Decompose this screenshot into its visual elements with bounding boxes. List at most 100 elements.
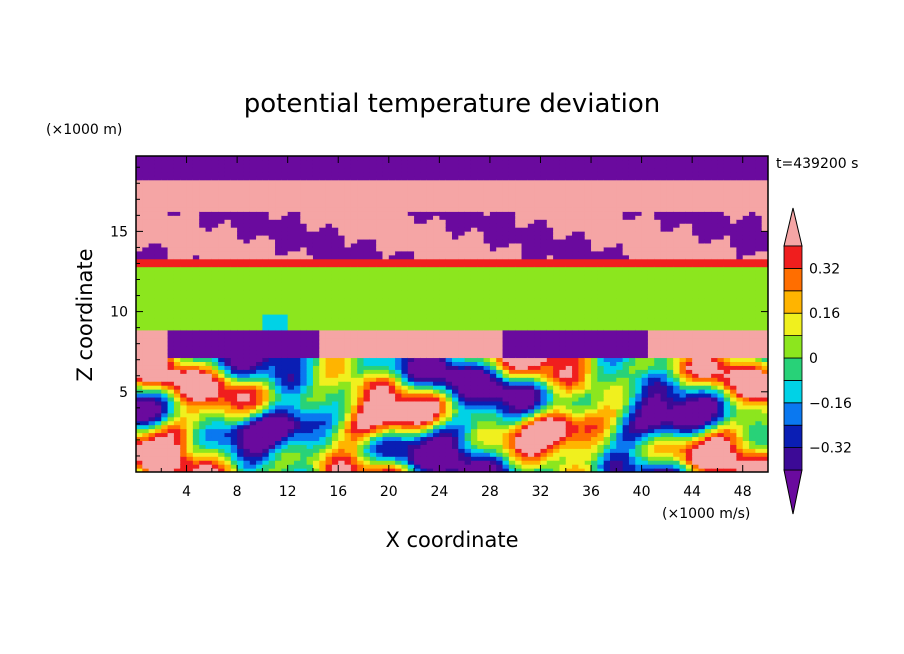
field-cell xyxy=(502,183,510,189)
field-cell xyxy=(268,183,276,189)
field-cell xyxy=(331,207,339,212)
field-cell xyxy=(395,361,403,366)
field-cell xyxy=(148,191,156,197)
field-cell xyxy=(167,373,175,378)
field-cell xyxy=(312,203,320,208)
field-cell xyxy=(325,282,333,287)
field-cell xyxy=(338,262,346,268)
field-cell xyxy=(527,400,535,406)
field-cell xyxy=(414,396,421,402)
field-cell xyxy=(186,171,194,177)
field-cell xyxy=(218,389,226,394)
field-cell xyxy=(148,416,156,422)
field-cell xyxy=(357,389,365,394)
field-cell xyxy=(256,408,263,414)
field-cell xyxy=(319,385,327,390)
field-cell xyxy=(363,357,371,362)
field-cell xyxy=(192,373,200,378)
field-cell xyxy=(445,227,453,232)
field-cell xyxy=(521,468,529,472)
field-cell xyxy=(369,195,377,201)
field-cell xyxy=(281,246,289,252)
field-cell xyxy=(161,203,169,208)
field-cell xyxy=(445,223,453,228)
field-cell xyxy=(218,211,226,216)
field-cell xyxy=(445,420,453,426)
field-cell xyxy=(218,171,226,177)
field-cell xyxy=(249,393,257,398)
field-cell xyxy=(192,274,200,280)
field-cell xyxy=(275,349,282,355)
field-cell xyxy=(401,274,409,280)
field-cell xyxy=(344,187,352,193)
field-cell xyxy=(458,156,466,161)
field-cell xyxy=(420,195,428,201)
field-cell xyxy=(173,175,181,181)
field-cell xyxy=(414,400,421,406)
field-cell xyxy=(395,325,403,331)
field-cell xyxy=(312,258,320,264)
field-cell xyxy=(477,171,485,177)
field-cell xyxy=(180,238,188,244)
field-cell xyxy=(205,282,213,287)
field-cell xyxy=(338,381,346,386)
field-cell xyxy=(294,341,301,347)
field-cell xyxy=(388,246,396,252)
field-cell xyxy=(300,353,308,359)
field-cell xyxy=(148,167,156,173)
field-cell xyxy=(458,468,466,472)
field-cell xyxy=(180,183,188,189)
field-cell xyxy=(218,377,226,382)
field-cell xyxy=(331,412,339,418)
field-cell xyxy=(470,171,478,177)
field-cell xyxy=(439,317,447,323)
field-cell xyxy=(508,294,516,299)
field-cell xyxy=(230,231,238,236)
field-cell xyxy=(426,377,434,382)
field-cell xyxy=(401,349,409,355)
field-cell xyxy=(470,250,478,256)
field-cell xyxy=(395,175,403,181)
field-cell xyxy=(458,393,466,398)
field-cell xyxy=(464,357,472,362)
field-cell xyxy=(237,325,245,331)
field-cell xyxy=(256,183,263,189)
field-cell xyxy=(527,460,535,465)
field-cell xyxy=(489,282,497,287)
field-cell xyxy=(508,195,516,201)
field-cell xyxy=(350,231,358,236)
field-cell xyxy=(502,381,510,386)
field-cell xyxy=(275,266,282,272)
field-cell xyxy=(136,195,143,201)
field-cell xyxy=(344,365,352,370)
field-cell xyxy=(458,361,466,366)
field-cell xyxy=(363,262,371,268)
field-cell xyxy=(483,460,491,465)
field-cell xyxy=(294,325,301,331)
field-cell xyxy=(433,163,440,169)
field-cell xyxy=(186,159,194,165)
field-cell xyxy=(148,373,156,378)
field-cell xyxy=(369,365,377,370)
field-cell xyxy=(300,199,308,204)
field-cell xyxy=(508,211,516,216)
field-cell xyxy=(180,187,188,193)
field-cell xyxy=(256,156,263,161)
field-cell xyxy=(331,238,339,244)
field-cell xyxy=(395,373,403,378)
field-cell xyxy=(319,444,327,449)
field-cell xyxy=(243,215,251,220)
field-cell xyxy=(521,341,529,347)
field-cell xyxy=(350,258,358,264)
field-cell xyxy=(357,195,365,201)
field-cell xyxy=(224,156,232,161)
field-cell xyxy=(249,452,257,457)
field-cell xyxy=(148,278,156,283)
field-cell xyxy=(331,219,339,224)
field-cell xyxy=(161,219,169,224)
field-cell xyxy=(452,262,459,268)
field-cell xyxy=(180,223,188,228)
field-cell xyxy=(521,345,529,351)
field-cell xyxy=(180,310,188,315)
field-cell xyxy=(376,365,384,370)
